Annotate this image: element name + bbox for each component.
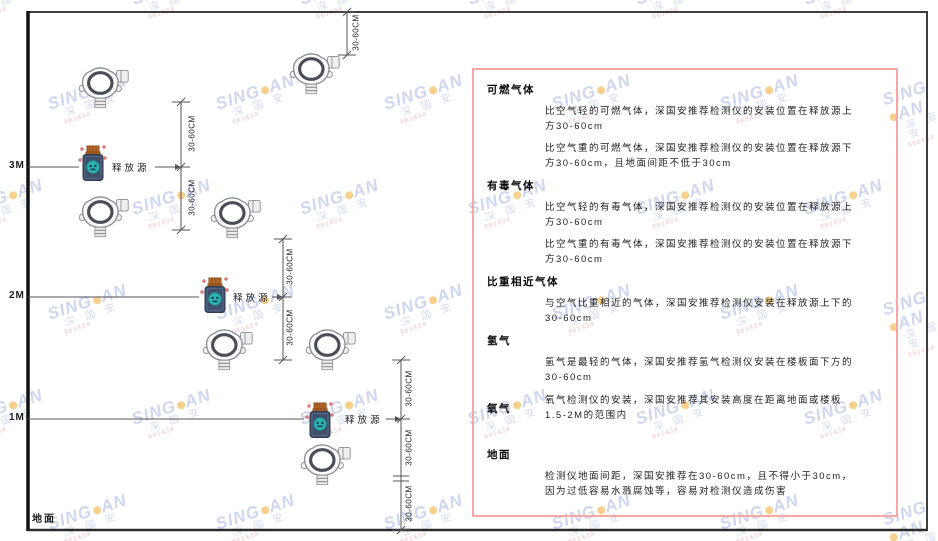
height-label-2m: 2M — [9, 290, 25, 301]
recommendations-panel: 可燃气体 比空气轻的可燃气体，深国安推荐检测仪的安装位置在释放源上方30-60c… — [472, 68, 898, 517]
section-paragraph: 比空气重的可燃气体，深国安推荐检测仪的安装位置在释放源下方30-60cm，且地面… — [545, 143, 854, 169]
release-source-label-1m: 释放源 — [345, 415, 383, 426]
gas-detector-icon — [201, 328, 254, 372]
section-flammable-gas: 可燃气体 比空气轻的可燃气体，深国安推荐检测仪的安装位置在释放源上方30-60c… — [487, 82, 884, 171]
height-label-1m: 1M — [9, 412, 25, 423]
dim-label-2m-upper: 30-60CM — [285, 248, 295, 285]
section-paragraph: 与空气比重相近的气体，深国安推荐检测仪安装在释放源上下的30-60cm — [545, 298, 854, 324]
gas-detector-icon — [77, 66, 130, 110]
gas-detector-icon — [299, 443, 352, 487]
section-heading: 地面 — [487, 449, 511, 461]
section-heading: 可燃气体 — [487, 84, 535, 96]
section-similar-density-gas: 比重相近气体 与空气比重相近的气体，深国安推荐检测仪安装在释放源上下的30-60… — [487, 274, 884, 326]
section-heading: 氢气 — [487, 335, 511, 347]
ground-label: 地面 — [32, 514, 56, 525]
section-paragraph: 氧气检测仪的安装，深国安推荐其安装高度在距离地面或楼板1.5-2M的范围内 — [545, 395, 843, 421]
release-source-icon — [305, 402, 335, 439]
section-ground: 地面 检测仪地面间距，深国安推荐在30-60cm，且不得小于30cm，因为过低容… — [487, 447, 884, 499]
release-source-icon — [78, 145, 108, 182]
height-lines — [28, 166, 304, 420]
section-paragraph: 比空气重的有毒气体，深国安推荐检测仪的安装位置在释放源下方30-60cm — [545, 239, 854, 265]
gas-detector-icon — [288, 52, 341, 96]
section-paragraph: 比空气轻的可燃气体，深国安推荐检测仪的安装位置在释放源上方30-60cm — [545, 106, 854, 132]
section-heading: 氧气 — [487, 403, 511, 415]
section-paragraph: 氢气是最轻的气体，深国安推荐氢气检测仪安装在楼板面下方的30-60cm — [545, 357, 854, 383]
section-oxygen: 氧气 氧气检测仪的安装，深国安推荐其安装高度在距离地面或楼板1.5-2M的范围内 — [487, 393, 884, 423]
section-paragraph: 比空气轻的有毒气体，深国安推荐检测仪的安装位置在释放源上方30-60cm — [545, 202, 854, 228]
section-heading: 有毒气体 — [487, 180, 535, 192]
gas-detector-icon — [209, 196, 262, 240]
release-source-connectors — [155, 164, 401, 422]
height-label-3m: 3M — [9, 160, 25, 171]
section-toxic-gas: 有毒气体 比空气轻的有毒气体，深国安推荐检测仪的安装位置在释放源上方30-60c… — [487, 178, 884, 267]
dim-label-ground: 30-60CM — [404, 485, 414, 522]
dim-label-3m-lower: 30-60CM — [187, 179, 197, 216]
gas-detector-icon — [304, 328, 357, 372]
dimension-line-top — [338, 7, 356, 60]
release-source-label-2m: 释放源 — [233, 293, 271, 304]
release-source-icon — [200, 277, 230, 314]
section-hydrogen: 氢气 氢气是最轻的气体，深国安推荐氢气检测仪安装在楼板面下方的30-60cm — [487, 333, 884, 385]
dim-label-top: 30-60CM — [351, 14, 361, 51]
release-source-label-3m: 释放源 — [112, 163, 150, 174]
dim-label-1m-upper: 30-60CM — [404, 370, 414, 407]
dim-label-1m-lower: 30-60CM — [404, 429, 414, 466]
section-heading: 比重相近气体 — [487, 276, 559, 288]
section-paragraph: 检测仪地面间距，深国安推荐在30-60cm，且不得小于30cm，因为过低容易水溅… — [545, 471, 853, 497]
gas-detector-icon — [77, 195, 130, 239]
dimension-line-3m — [172, 97, 190, 235]
dim-label-3m-upper: 30-60CM — [187, 115, 197, 152]
dim-label-2m-lower: 30-60CM — [285, 309, 295, 346]
